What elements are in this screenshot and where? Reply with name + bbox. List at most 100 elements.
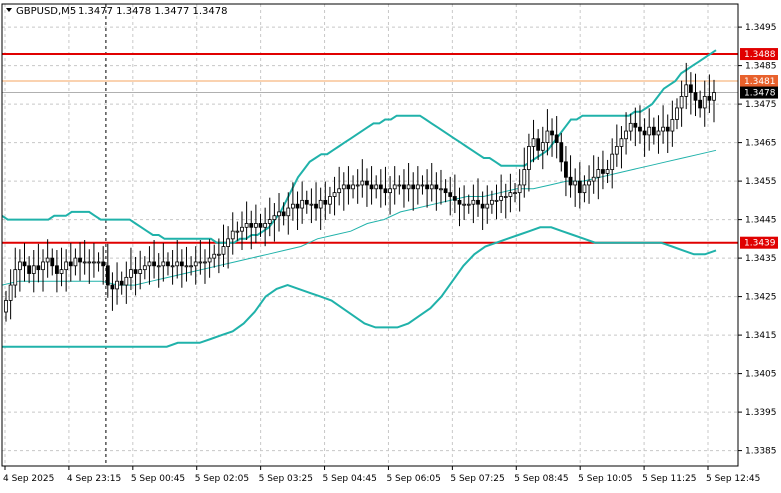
x-tick-label: 5 Sep 11:25 bbox=[642, 474, 696, 484]
candle-body bbox=[545, 130, 550, 144]
candle-body bbox=[64, 261, 69, 271]
x-tick-label: 5 Sep 12:45 bbox=[706, 474, 760, 484]
candle-body bbox=[564, 161, 568, 178]
candle-body bbox=[355, 184, 360, 187]
bollinger-upper-line bbox=[1, 49, 717, 244]
candle-body bbox=[115, 280, 119, 290]
candle-body bbox=[55, 265, 59, 274]
y-tick-label: 1.3435 bbox=[745, 254, 777, 264]
candle-body bbox=[420, 184, 425, 187]
candle-body bbox=[45, 257, 50, 263]
candle-body bbox=[360, 180, 365, 186]
candle-body bbox=[466, 203, 471, 206]
candle-body bbox=[50, 257, 55, 267]
candle-body bbox=[462, 203, 467, 206]
x-tick-label: 4 Sep 23:15 bbox=[67, 474, 121, 484]
candle-body bbox=[411, 184, 416, 190]
candle-body bbox=[707, 96, 712, 101]
candle-body bbox=[628, 122, 633, 132]
candle-body bbox=[152, 261, 156, 267]
candle-body bbox=[601, 169, 605, 174]
x-tick-label: 5 Sep 02:05 bbox=[195, 474, 249, 484]
candle-body bbox=[92, 261, 96, 264]
y-tick-label: 1.3425 bbox=[745, 293, 777, 303]
candle-body bbox=[591, 176, 596, 182]
candle-body bbox=[193, 261, 198, 267]
candle-body bbox=[17, 261, 22, 271]
candle-body bbox=[4, 300, 8, 313]
candle-body bbox=[698, 99, 703, 109]
x-tick-label: 5 Sep 10:05 bbox=[578, 474, 632, 484]
candle-body bbox=[323, 199, 328, 205]
candle-body bbox=[175, 261, 180, 267]
candle-body bbox=[22, 261, 27, 267]
candle-body bbox=[434, 184, 439, 190]
candle-body bbox=[536, 138, 541, 151]
candle-body bbox=[633, 122, 638, 128]
y-tick-label: 1.3475 bbox=[745, 100, 777, 110]
x-tick-label: 5 Sep 00:45 bbox=[131, 474, 185, 484]
candle-body bbox=[291, 203, 295, 209]
candle-body bbox=[314, 203, 318, 209]
candle-body bbox=[318, 199, 323, 209]
candle-body bbox=[531, 138, 536, 147]
candle-body bbox=[304, 199, 309, 205]
candle-body bbox=[550, 130, 554, 136]
candle-body bbox=[517, 184, 522, 194]
candle-body bbox=[105, 265, 110, 286]
candle-body bbox=[68, 261, 73, 267]
candle-body bbox=[156, 265, 161, 268]
candle-body bbox=[203, 261, 207, 264]
candle-body bbox=[161, 261, 166, 267]
candle-body bbox=[59, 269, 64, 274]
candle-body bbox=[480, 203, 485, 209]
candle-body bbox=[452, 196, 457, 201]
level-label-bg bbox=[740, 75, 778, 87]
y-tick-label: 1.3395 bbox=[745, 408, 777, 418]
candle-body bbox=[332, 192, 337, 197]
level-label-bg bbox=[740, 236, 778, 249]
candle-body bbox=[221, 246, 226, 255]
candles bbox=[4, 62, 716, 322]
bollinger-lower-line bbox=[2, 226, 717, 348]
dropdown-arrow-icon[interactable] bbox=[6, 8, 12, 12]
candle-body bbox=[647, 126, 652, 136]
y-tick-label: 1.3445 bbox=[745, 216, 777, 226]
candle-body bbox=[249, 223, 254, 228]
candle-body bbox=[138, 269, 143, 274]
candle-body bbox=[513, 192, 517, 195]
candle-body bbox=[651, 126, 656, 136]
candle-body bbox=[142, 265, 147, 271]
candle-body bbox=[559, 142, 564, 163]
candle-body bbox=[614, 146, 619, 155]
candle-body bbox=[119, 280, 124, 286]
candle-body bbox=[378, 184, 383, 190]
x-tick-label: 5 Sep 06:05 bbox=[386, 474, 440, 484]
candle-body bbox=[41, 261, 45, 271]
candle-body bbox=[31, 265, 36, 274]
candle-body bbox=[554, 134, 559, 143]
candle-body bbox=[568, 176, 573, 186]
candle-body bbox=[425, 184, 429, 190]
candle-body bbox=[624, 130, 628, 140]
candle-body bbox=[499, 196, 504, 201]
candle-body bbox=[277, 211, 281, 217]
candle-body bbox=[253, 223, 258, 228]
candle-body bbox=[235, 230, 240, 233]
x-tick-label: 5 Sep 04:45 bbox=[323, 474, 377, 484]
candle-body bbox=[13, 269, 18, 286]
candle-body bbox=[36, 265, 41, 271]
indicators bbox=[1, 49, 717, 348]
x-tick-label: 5 Sep 08:45 bbox=[514, 474, 568, 484]
candle-body bbox=[365, 180, 369, 186]
x-tick-label: 5 Sep 03:25 bbox=[259, 474, 313, 484]
candle-body bbox=[443, 188, 448, 194]
candle-body bbox=[406, 184, 411, 190]
candle-body bbox=[212, 253, 217, 259]
grid bbox=[2, 4, 738, 466]
plot-frame bbox=[1, 3, 739, 467]
level-label: 1.3488 bbox=[744, 50, 776, 60]
price-labels: 1.3488 1.3481 1.3439 1.3478 bbox=[740, 48, 778, 249]
